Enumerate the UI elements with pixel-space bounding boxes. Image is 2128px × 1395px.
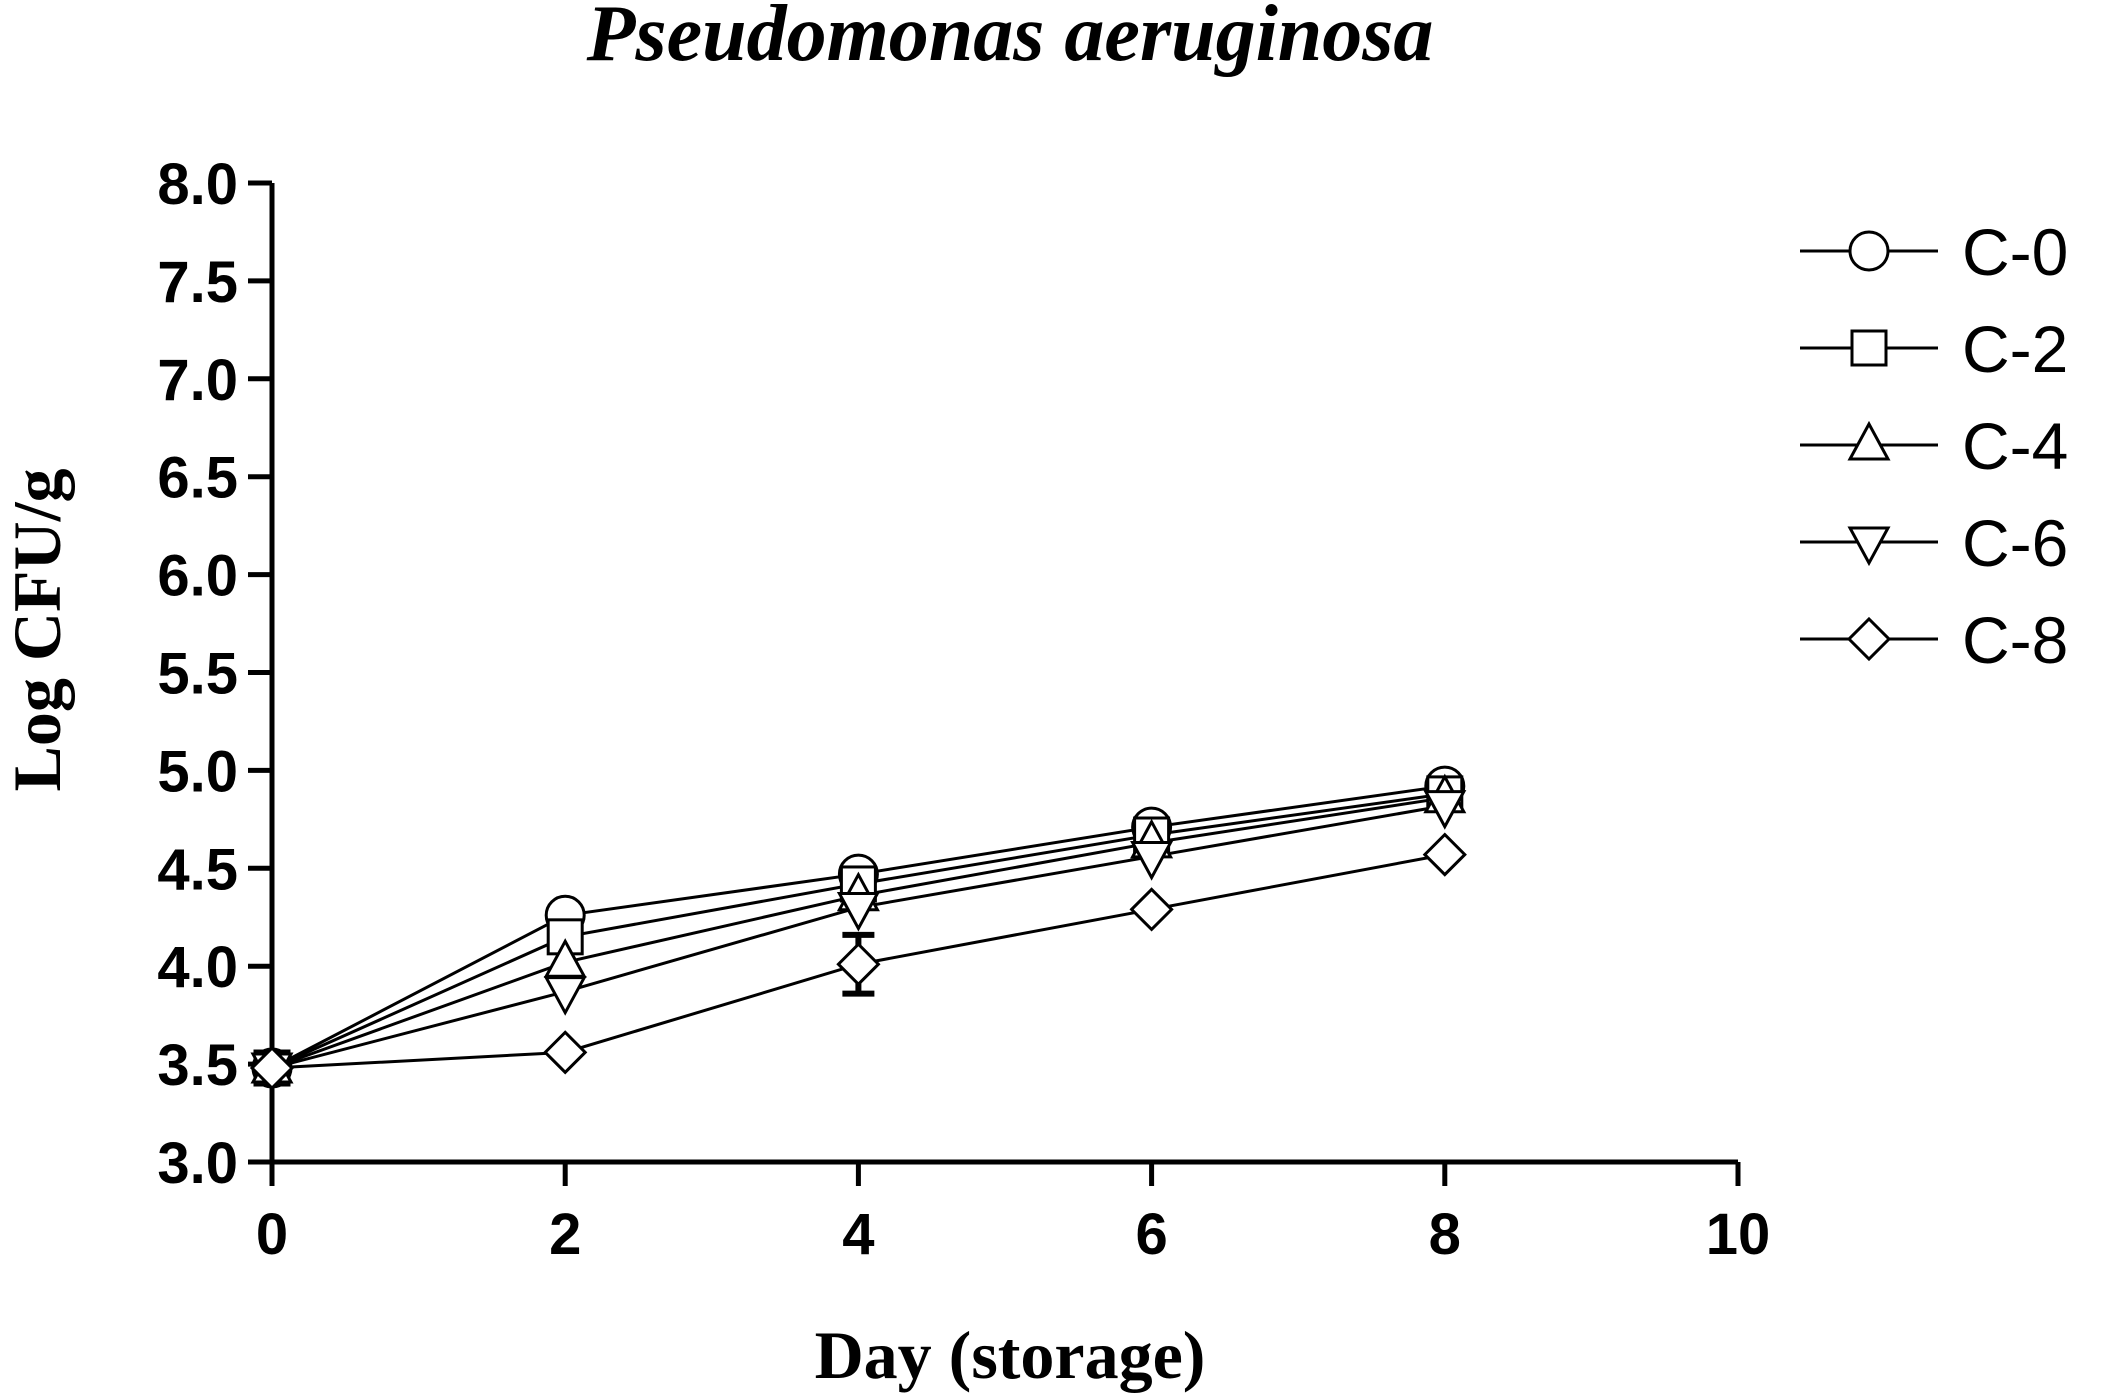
x-tick-label: 4 bbox=[842, 1202, 874, 1267]
y-tick-label: 6.0 bbox=[157, 544, 238, 609]
plot-area: 3.0 3.5 4.0 4.5 5.0 5.5 6.0 6.5 7.0 7.5 8.0 0 2 4 6 8 10 bbox=[157, 152, 1770, 1267]
legend-marker-c-4 bbox=[1847, 420, 1891, 461]
x-tick-label: 2 bbox=[549, 1202, 581, 1267]
y-tick-label: 5.0 bbox=[157, 739, 238, 804]
y-tick-label: 4.0 bbox=[157, 935, 238, 1000]
legend-label-c-6: C-6 bbox=[1962, 506, 2068, 580]
legend-marker-c-0 bbox=[1848, 230, 1890, 272]
legend-label-c-0: C-0 bbox=[1962, 215, 2068, 289]
data-point-c-6 bbox=[1423, 790, 1467, 830]
chart-title: Pseudomonas aeruginosa bbox=[586, 0, 1434, 78]
y-tick-label: 8.0 bbox=[157, 152, 238, 217]
legend-label-c-2: C-2 bbox=[1962, 312, 2068, 386]
data-point-c-8 bbox=[836, 942, 881, 987]
data-point-c-8 bbox=[543, 1030, 588, 1075]
x-tick-label: 10 bbox=[1706, 1202, 1771, 1267]
y-tick-label: 4.5 bbox=[157, 837, 238, 902]
data-point-c-6 bbox=[836, 891, 880, 932]
legend: C-0 C-2 C-4 C-6 C-8 bbox=[1800, 215, 2068, 677]
data-point-c-6 bbox=[543, 976, 587, 1016]
legend-marker-c-8 bbox=[1846, 616, 1892, 662]
data-point-c-8 bbox=[1422, 832, 1467, 877]
y-tick-label: 3.0 bbox=[157, 1131, 238, 1196]
data-point-c-6 bbox=[1130, 841, 1174, 881]
legend-label-c-4: C-4 bbox=[1962, 409, 2068, 483]
x-axis-label: Day (storage) bbox=[815, 1317, 1206, 1393]
data-point-c-8 bbox=[249, 1045, 295, 1091]
legend-marker-c-6 bbox=[1847, 526, 1891, 567]
x-tick-label: 0 bbox=[256, 1202, 288, 1267]
y-tick-label: 7.0 bbox=[157, 348, 238, 413]
legend-label-c-8: C-8 bbox=[1962, 603, 2068, 677]
x-tick-label: 6 bbox=[1135, 1202, 1167, 1267]
y-tick-label: 7.5 bbox=[157, 250, 238, 315]
y-tick-label: 6.5 bbox=[157, 446, 238, 511]
y-tick-label: 5.5 bbox=[157, 642, 238, 707]
legend-marker-c-2 bbox=[1850, 329, 1888, 367]
data-point-c-8 bbox=[1129, 887, 1174, 932]
y-axis-label: Log CFU/g bbox=[0, 469, 75, 792]
x-tick-label: 8 bbox=[1429, 1202, 1461, 1267]
y-tick-label: 3.5 bbox=[157, 1033, 238, 1098]
